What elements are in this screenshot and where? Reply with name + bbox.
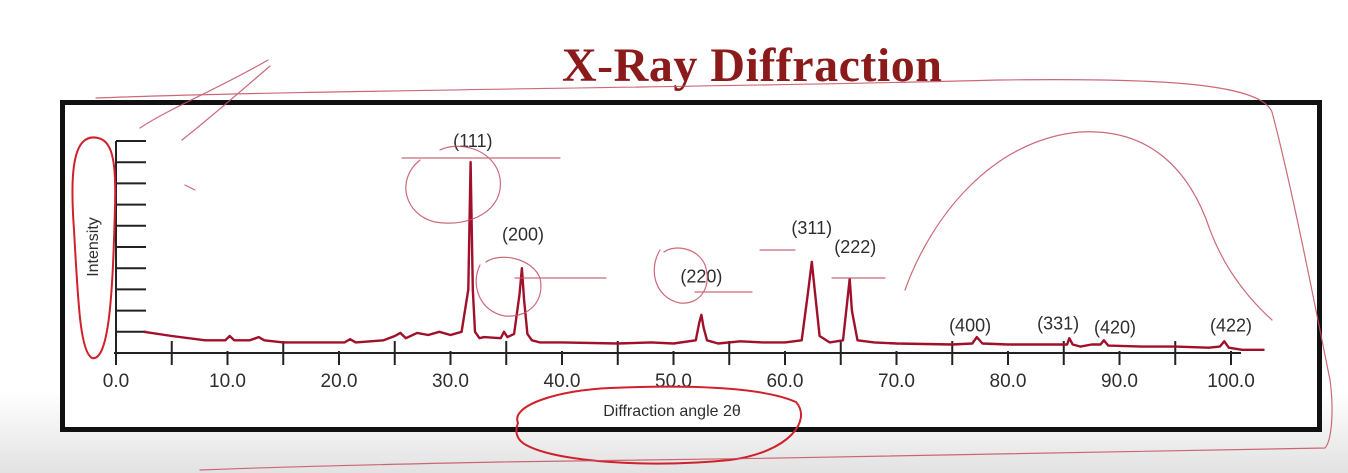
peak-label: (200) (502, 224, 544, 244)
y-axis-title: Intensity (85, 217, 102, 277)
peak-label: (222) (834, 237, 876, 257)
axes-group: 0.0 10.0 20.0 30.0 40.0 50.0 60.0 70.0 80.0 90.0 1… (103, 140, 1255, 392)
axis-labels-group: Diffraction angle 2θ Intensity (85, 217, 741, 420)
slide-title: X-Ray Diffraction (562, 39, 943, 92)
x-axis-title: Diffraction angle 2θ (603, 403, 741, 420)
x-tick-label: 30.0 (432, 371, 469, 392)
x-tick-label: 70.0 (878, 371, 915, 392)
diffraction-plot: 0.0 10.0 20.0 30.0 40.0 50.0 60.0 70.0 80.0 90.0 1… (85, 131, 1265, 420)
peak-label: (422) (1210, 315, 1252, 335)
x-tick-label: 60.0 (767, 371, 804, 392)
x-tick-label: 10.0 (209, 371, 246, 392)
peak-label: (331) (1037, 313, 1079, 333)
chart-frame: 0.0 10.0 20.0 30.0 40.0 50.0 60.0 70.0 80.0 90.0 1… (60, 100, 1322, 432)
peak-label: (420) (1094, 318, 1136, 338)
x-tick-label: 90.0 (1101, 371, 1138, 392)
x-tick-label: 20.0 (321, 371, 358, 392)
x-tick-label: 0.0 (103, 371, 129, 392)
x-tick-label: 80.0 (990, 371, 1027, 392)
peak-label: (311) (791, 218, 832, 238)
x-tick-label: 40.0 (544, 371, 581, 392)
peak-label: (111) (453, 131, 492, 151)
peak-label: (400) (949, 315, 991, 335)
peak-label: (220) (680, 267, 722, 287)
x-tick-label: 50.0 (655, 371, 692, 392)
x-tick-label: 100.0 (1207, 371, 1255, 392)
